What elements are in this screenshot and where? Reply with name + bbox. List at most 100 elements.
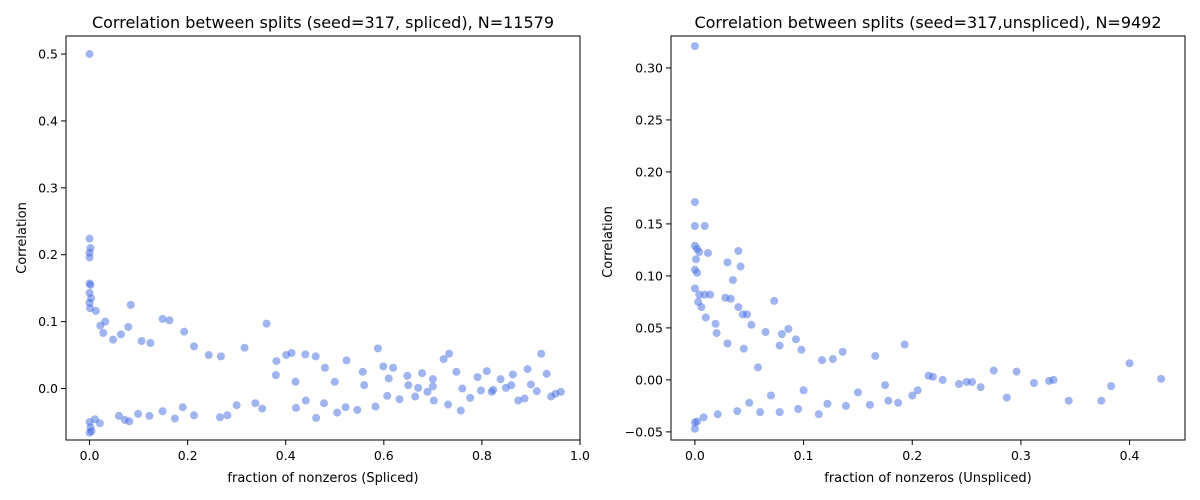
- spliced-data-point: [551, 389, 560, 398]
- spliced-data-point: [137, 337, 146, 346]
- spliced-data-point: [116, 330, 125, 339]
- spliced-data-point: [291, 377, 300, 386]
- unspliced-y-tick-label: 0.15: [635, 216, 663, 231]
- spliced-data-point: [445, 349, 454, 358]
- unspliced-data-point: [766, 391, 775, 400]
- unspliced-y-tick-label: 0.05: [635, 320, 663, 335]
- spliced-data-point: [373, 344, 382, 353]
- spliced-data-point: [542, 369, 551, 378]
- spliced-data-point: [508, 370, 517, 379]
- unspliced-data-point: [894, 398, 903, 407]
- spliced-data-point: [216, 352, 225, 361]
- unspliced-data-point: [1097, 396, 1106, 405]
- unspliced-data-point: [900, 340, 909, 349]
- unspliced-data-point: [694, 297, 703, 306]
- spliced-data-point: [507, 381, 516, 390]
- spliced-chart: Correlation between splits (seed=317, sp…: [15, 13, 590, 486]
- spliced-data-point: [358, 367, 367, 376]
- unspliced-data-point: [753, 363, 762, 372]
- spliced-data-point: [85, 50, 94, 59]
- unspliced-data-point: [938, 375, 947, 384]
- unspliced-data-point: [828, 355, 837, 364]
- unspliced-data-point: [690, 284, 699, 293]
- spliced-data-point: [414, 383, 423, 392]
- unspliced-data-point: [690, 198, 699, 207]
- unspliced-data-point: [699, 413, 708, 422]
- unspliced-data-point: [691, 255, 700, 264]
- spliced-data-point: [444, 400, 453, 409]
- spliced-data-point: [158, 314, 167, 323]
- spliced-data-point: [124, 322, 133, 331]
- unspliced-data-point: [853, 388, 862, 397]
- unspliced-data-point: [690, 221, 699, 230]
- unspliced-y-tick-label: 0.10: [635, 268, 663, 283]
- spliced-data-point: [190, 411, 199, 420]
- spliced-x-tick-label: 0.0: [80, 448, 100, 463]
- spliced-data-point: [223, 411, 232, 420]
- spliced-data-point: [383, 391, 392, 400]
- spliced-data-point: [342, 356, 351, 365]
- spliced-data-point: [272, 357, 281, 366]
- unspliced-data-point: [690, 42, 699, 51]
- unspliced-data-point: [913, 386, 922, 395]
- spliced-x-tick-label: 0.4: [276, 448, 296, 463]
- spliced-data-point: [496, 375, 505, 384]
- spliced-data-point: [126, 300, 135, 309]
- spliced-data-point: [134, 409, 143, 418]
- spliced-data-point: [482, 367, 491, 376]
- unspliced-data-point: [1107, 382, 1116, 391]
- spliced-data-point: [180, 327, 189, 336]
- unspliced-chart-title: Correlation between splits (seed=317,uns…: [694, 13, 1161, 32]
- unspliced-data-point: [1049, 375, 1058, 384]
- unspliced-y-tick-label: 0.00: [635, 372, 663, 387]
- unspliced-data-point: [745, 398, 754, 407]
- unspliced-data-point: [770, 296, 779, 305]
- spliced-data-point: [487, 387, 496, 396]
- spliced-data-point: [360, 381, 369, 390]
- unspliced-data-point: [775, 341, 784, 350]
- spliced-ticks: 0.0 0.2 0.4 0.6 0.8 1.0 0.0 0.1 0.2 0.3 0.4 0.5: [38, 47, 590, 463]
- spliced-data-point: [429, 396, 438, 405]
- spliced-data-point: [532, 387, 541, 396]
- unspliced-data-point: [723, 339, 732, 348]
- unspliced-data-point: [693, 417, 702, 426]
- spliced-data-point: [178, 403, 187, 412]
- spliced-data-point: [520, 394, 529, 403]
- spliced-data-point: [232, 401, 241, 410]
- unspliced-data-point: [784, 324, 793, 333]
- spliced-data-point: [91, 306, 100, 315]
- spliced-x-axis-label: fraction of nonzeros (Spliced): [227, 471, 418, 486]
- spliced-data-point: [523, 365, 532, 374]
- spliced-data-point: [476, 386, 485, 395]
- unspliced-data-point: [713, 410, 722, 419]
- unspliced-data-point: [791, 335, 800, 344]
- spliced-data-point: [204, 351, 213, 360]
- unspliced-data-point: [794, 405, 803, 414]
- spliced-data-point: [216, 413, 225, 422]
- spliced-data-point: [146, 339, 155, 348]
- unspliced-data-point: [838, 347, 847, 356]
- unspliced-data-point: [723, 258, 732, 267]
- spliced-data-point: [473, 373, 482, 382]
- unspliced-y-tick-label: 0.25: [635, 112, 663, 127]
- unspliced-data-point: [924, 371, 933, 380]
- spliced-y-tick-label: 0.2: [38, 247, 58, 262]
- unspliced-data-point: [734, 246, 743, 255]
- spliced-data-point: [158, 407, 167, 416]
- spliced-plot-area: 0.0 0.2 0.4 0.6 0.8 1.0 0.0 0.1 0.2 0.3 0.4 0.5: [38, 35, 590, 463]
- spliced-data-point: [423, 387, 432, 396]
- spliced-data-point: [452, 367, 461, 376]
- unspliced-data-point: [728, 276, 737, 285]
- spliced-y-tick-label: 0.5: [38, 47, 58, 62]
- unspliced-data-point: [799, 386, 808, 395]
- spliced-data-point: [389, 363, 398, 372]
- unspliced-x-tick-label: 0.0: [685, 448, 705, 463]
- spliced-data-point: [145, 411, 154, 420]
- spliced-data-point: [379, 362, 388, 371]
- unspliced-ticks: 0.0 0.1 0.2 0.3 0.4 −0.05 0.00 0.05 0.10 0.15 0.20…: [625, 60, 1140, 463]
- unspliced-data-point: [711, 319, 720, 328]
- unspliced-data-point: [1125, 359, 1134, 368]
- spliced-data-point: [353, 405, 362, 414]
- unspliced-data-point: [739, 344, 748, 353]
